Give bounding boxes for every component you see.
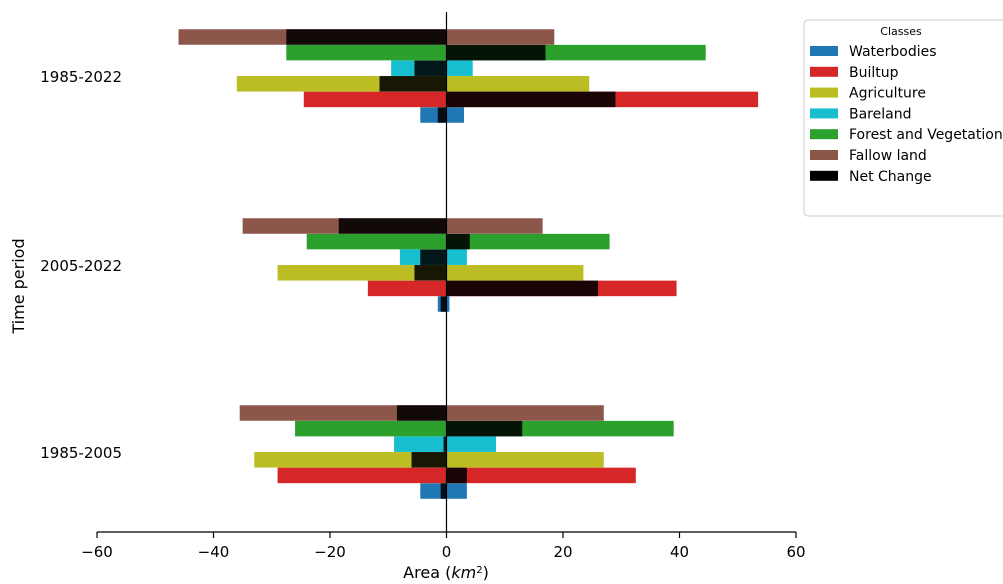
y-tick-label: 1985-2005: [40, 444, 122, 462]
bars-layer: [178, 29, 759, 499]
bar-net-bareland-2: [443, 436, 447, 452]
bar-gain-bareland-2: [446, 436, 497, 452]
bar-net-fallow-land-0: [286, 29, 447, 45]
bar-loss-forest-and-vegetation-1: [306, 233, 447, 250]
x-axis: −60 −40 −20 0 20 40 60: [81, 531, 806, 561]
bar-gain-forest-and-vegetation-1: [446, 233, 610, 250]
legend-label-waterbodies: Waterbodies: [849, 44, 937, 60]
bar-net-bareland-1: [420, 249, 447, 265]
bar-loss-builtup-1: [367, 280, 447, 297]
bar-net-fallow-land-1: [338, 218, 447, 234]
bar-net-agriculture-0: [379, 76, 447, 92]
bar-loss-builtup-0: [303, 91, 447, 108]
bar-net-waterbodies-2: [440, 483, 447, 499]
bar-net-agriculture-2: [411, 452, 447, 468]
legend-swatch-waterbodies: [810, 46, 838, 56]
legend-frame: [803, 19, 1003, 217]
bar-net-waterbodies-1: [440, 296, 447, 312]
bar-gain-waterbodies-0: [446, 107, 464, 123]
bar-gain-bareland-1: [446, 249, 467, 265]
bar-gain-fallow-land-1: [446, 218, 543, 234]
legend-label-forest-and-vegetation: Forest and Vegetation: [849, 127, 1003, 143]
bar-net-forest-and-vegetation-1: [446, 233, 470, 250]
legend-swatch-net-change: [810, 170, 838, 181]
bar-loss-builtup-2: [277, 467, 447, 484]
legend-label-agriculture: Agriculture: [849, 86, 926, 102]
x-tick-label: −60: [81, 543, 113, 561]
y-axis: 1985-2022 2005-2022 1985-2005: [40, 68, 122, 462]
bar-net-forest-and-vegetation-2: [446, 420, 523, 437]
bar-gain-fallow-land-2: [446, 405, 604, 421]
y-axis-label: Time period: [9, 238, 28, 334]
legend-label-bareland: Bareland: [849, 106, 911, 122]
legend-swatch-fallow-land: [810, 150, 838, 160]
legend-swatch-agriculture: [810, 87, 838, 98]
bar-loss-waterbodies-2: [420, 483, 447, 499]
x-tick-label: −40: [198, 543, 230, 561]
x-tick-label: 0: [442, 543, 452, 561]
legend-label-fallow-land: Fallow land: [849, 148, 927, 164]
bar-gain-agriculture-1: [446, 265, 584, 281]
bar-gain-builtup-2: [446, 467, 636, 484]
bar-loss-bareland-2: [394, 436, 447, 452]
y-tick-label: 2005-2022: [40, 257, 122, 275]
bar-gain-fallow-land-0: [446, 29, 555, 45]
legend-title: Classes: [880, 25, 922, 38]
bar-loss-agriculture-2: [254, 452, 447, 468]
bar-net-builtup-2: [446, 467, 467, 484]
bar-net-builtup-1: [446, 280, 598, 297]
legend-label-net-change: Net Change: [849, 169, 932, 185]
bar-net-fallow-land-2: [396, 405, 447, 421]
bar-loss-agriculture-1: [277, 265, 447, 281]
bar-gain-agriculture-0: [446, 76, 590, 92]
bar-net-bareland-0: [414, 60, 447, 76]
y-tick-label: 1985-2022: [40, 68, 122, 86]
bar-loss-fallow-land-2: [239, 405, 447, 421]
legend: Classes Waterbodies Builtup Agriculture Bare…: [803, 19, 1003, 217]
bar-gain-waterbodies-2: [446, 483, 467, 499]
bar-loss-forest-and-vegetation-2: [295, 420, 447, 437]
bar-gain-bareland-0: [446, 60, 473, 76]
bar-loss-forest-and-vegetation-0: [286, 44, 447, 61]
x-tick-label: 20: [553, 543, 572, 561]
bar-net-builtup-0: [446, 91, 616, 108]
legend-swatch-forest-and-vegetation: [810, 129, 838, 140]
bar-gain-waterbodies-1: [446, 296, 450, 312]
x-tick-label: 60: [786, 543, 805, 561]
x-axis-label: Area (km2): [403, 563, 489, 582]
bar-net-agriculture-1: [414, 265, 447, 281]
x-tick-label: −20: [314, 543, 346, 561]
legend-label-builtup: Builtup: [849, 65, 899, 81]
legend-swatch-builtup: [810, 66, 838, 77]
legend-swatch-bareland: [810, 108, 838, 119]
bar-net-waterbodies-0: [437, 107, 447, 123]
bar-net-forest-and-vegetation-0: [446, 44, 546, 61]
x-tick-label: 40: [670, 543, 689, 561]
bar-gain-agriculture-2: [446, 452, 604, 468]
